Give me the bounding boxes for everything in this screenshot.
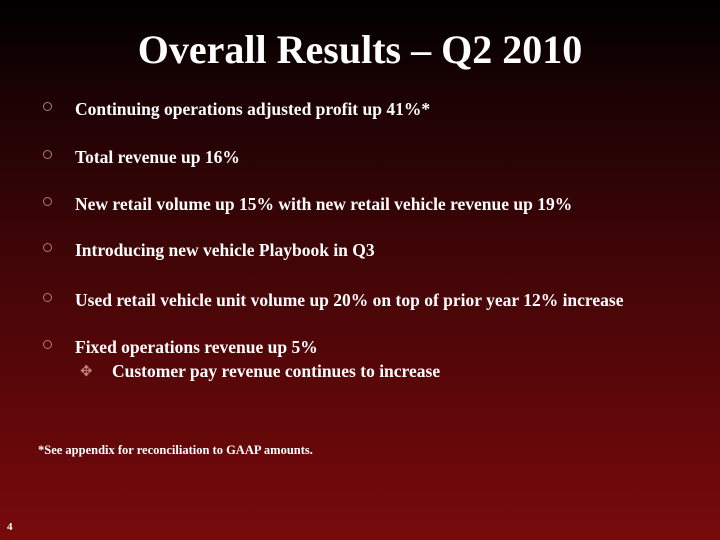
sub-bullet-item: ✥ Customer pay revenue continues to incr…	[0, 358, 720, 384]
bullet-item: New retail volume up 15% with new retail…	[0, 191, 720, 217]
bullet-text: Fixed operations revenue up 5%	[75, 337, 318, 357]
bullet-text: Used retail vehicle unit volume up 20% o…	[75, 290, 624, 310]
bullet-text: New retail volume up 15% with new retail…	[75, 194, 573, 214]
bullet-text: Continuing operations adjusted profit up…	[75, 99, 431, 119]
hollow-circle-icon	[43, 340, 52, 349]
hollow-circle-icon	[43, 243, 52, 252]
hollow-circle-icon	[43, 102, 52, 111]
page-number: 4	[7, 521, 13, 533]
sub-bullet-text: Customer pay revenue continues to increa…	[112, 361, 441, 381]
hollow-circle-icon	[43, 197, 52, 206]
hollow-circle-icon	[43, 150, 52, 159]
bullet-item: Introducing new vehicle Playbook in Q3	[0, 237, 720, 263]
hollow-circle-icon	[43, 293, 52, 302]
slide-title: Overall Results – Q2 2010	[137, 27, 583, 72]
bullet-item: Continuing operations adjusted profit up…	[0, 96, 720, 122]
bullet-text: Introducing new vehicle Playbook in Q3	[75, 240, 375, 260]
bullet-item: Total revenue up 16%	[0, 144, 720, 170]
footnote: *See appendix for reconciliation to GAAP…	[38, 443, 313, 457]
bullet-item: Fixed operations revenue up 5%	[0, 334, 720, 360]
bullet-text: Total revenue up 16%	[75, 147, 240, 167]
four-point-star-icon: ✥	[80, 362, 93, 380]
bullet-item: Used retail vehicle unit volume up 20% o…	[0, 287, 720, 313]
